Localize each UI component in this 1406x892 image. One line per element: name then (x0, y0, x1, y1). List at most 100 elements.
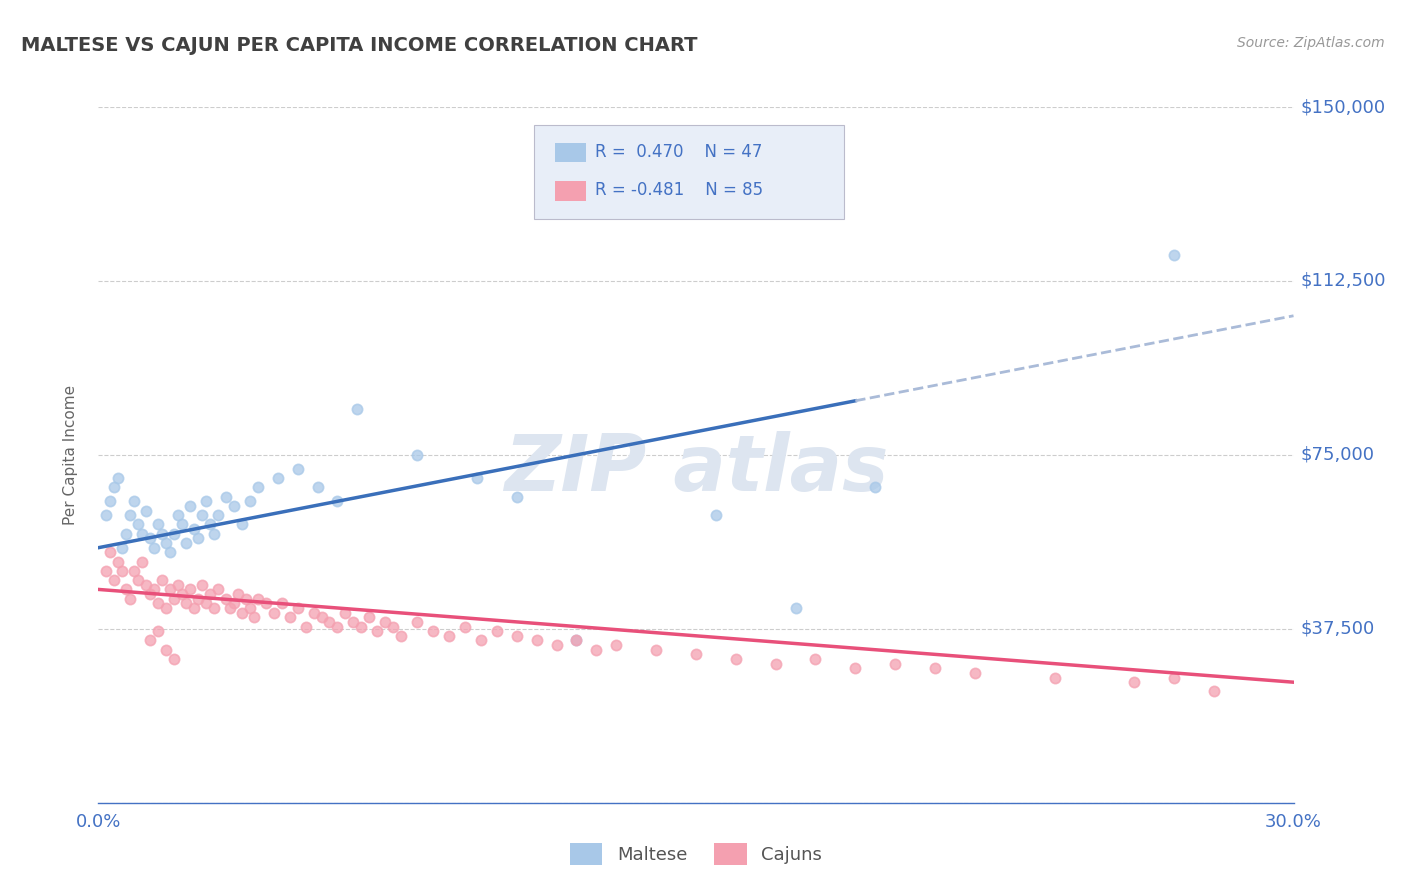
Point (163, 652, 186, 666)
Point (231, 517, 253, 532)
Point (374, 615, 396, 629)
Point (115, 582, 138, 597)
Y-axis label: Per Capita Income: Per Capita Income (63, 384, 77, 525)
Point (318, 615, 340, 629)
Point (804, 652, 827, 666)
Point (127, 517, 149, 532)
Point (143, 582, 166, 597)
Point (103, 573, 125, 587)
Point (202, 526, 225, 541)
Point (437, 629, 460, 643)
Point (96, 564, 118, 578)
Point (1043, 671, 1066, 685)
Point (470, 633, 492, 648)
Point (565, 633, 588, 648)
Point (172, 587, 194, 601)
Point (143, 541, 166, 555)
Point (159, 545, 181, 559)
Point (107, 471, 129, 485)
Text: $150,000: $150,000 (1301, 98, 1386, 116)
Point (485, 624, 508, 639)
Point (359, 610, 381, 624)
Point (863, 480, 886, 494)
Point (135, 503, 157, 517)
Point (605, 638, 627, 652)
Point (1202, 684, 1225, 698)
Point (179, 499, 201, 513)
Point (187, 532, 209, 546)
Point (219, 601, 242, 615)
Point (704, 508, 727, 523)
Point (124, 494, 146, 508)
Point (120, 591, 142, 606)
Point (159, 582, 181, 597)
Point (263, 606, 285, 620)
Point (207, 508, 229, 523)
Point (963, 665, 986, 680)
Point (1123, 675, 1146, 690)
Point (226, 587, 249, 601)
Point (150, 526, 173, 541)
Point (406, 448, 429, 462)
Point (302, 606, 325, 620)
Point (645, 642, 668, 657)
Point (422, 624, 444, 639)
Point (239, 494, 262, 508)
Point (207, 582, 229, 597)
Point (167, 578, 190, 592)
Point (267, 471, 290, 485)
Point (335, 606, 357, 620)
Point (546, 638, 568, 652)
Point (294, 619, 316, 633)
Point (326, 619, 349, 633)
Text: $37,500: $37,500 (1301, 620, 1375, 638)
Point (183, 522, 205, 536)
Point (246, 480, 269, 494)
Point (215, 490, 238, 504)
Point (506, 490, 529, 504)
Point (98, 545, 122, 559)
Point (724, 652, 747, 666)
Point (198, 517, 221, 532)
Point (287, 601, 309, 615)
Point (243, 610, 266, 624)
Point (366, 624, 388, 639)
Point (191, 508, 214, 523)
Point (98, 494, 122, 508)
Text: R =  0.470    N = 47: R = 0.470 N = 47 (595, 143, 762, 161)
Point (465, 471, 488, 485)
Point (685, 648, 707, 662)
Point (155, 642, 177, 657)
Point (346, 401, 368, 416)
Point (163, 591, 186, 606)
Point (107, 555, 129, 569)
Point (148, 596, 170, 610)
Point (103, 480, 125, 494)
Point (194, 494, 218, 508)
Point (111, 541, 134, 555)
Point (131, 555, 153, 569)
Point (155, 536, 177, 550)
Point (167, 508, 190, 523)
Point (131, 526, 153, 541)
Point (135, 578, 157, 592)
Point (1163, 248, 1185, 262)
Point (187, 591, 209, 606)
Point (222, 596, 245, 610)
Point (172, 517, 194, 532)
Text: Source: ZipAtlas.com: Source: ZipAtlas.com (1237, 36, 1385, 50)
Point (111, 564, 134, 578)
Point (884, 657, 907, 671)
Text: MALTESE VS CAJUN PER CAPITA INCOME CORRELATION CHART: MALTESE VS CAJUN PER CAPITA INCOME CORRE… (21, 36, 697, 54)
Point (96, 508, 118, 523)
Point (150, 573, 173, 587)
Point (191, 578, 214, 592)
Point (124, 564, 146, 578)
Point (924, 661, 946, 675)
Point (163, 526, 186, 541)
Point (148, 624, 170, 639)
Point (174, 596, 197, 610)
Text: $112,500: $112,500 (1301, 272, 1386, 290)
Point (565, 633, 588, 648)
Point (115, 526, 138, 541)
